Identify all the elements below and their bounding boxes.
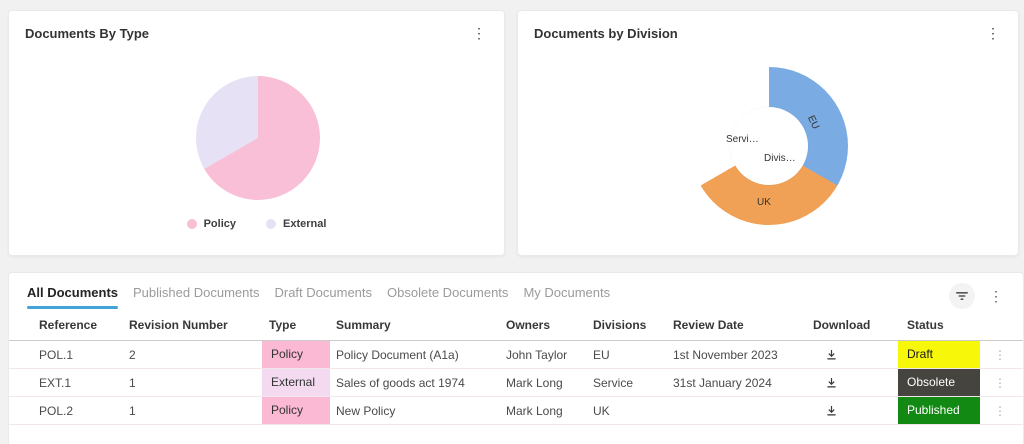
owners-cell: Mark Long: [506, 403, 563, 418]
external-legend-dot-icon: [265, 219, 276, 229]
policy-legend-dot-icon: [186, 219, 197, 229]
documents-by-division-card: Documents by Division ⋮ EU UK Servi… Div…: [517, 10, 1019, 256]
review-date-cell: 31st January 2024: [673, 375, 772, 390]
row-kebab-menu-icon[interactable]: ⋮: [994, 403, 1006, 418]
documents-by-type-card: Documents By Type ⋮ Policy External: [8, 10, 505, 256]
card-title: Documents by Division: [534, 25, 678, 41]
type-badge: Policy: [262, 397, 330, 424]
column-header-review-date[interactable]: Review Date: [673, 318, 744, 332]
download-icon: [827, 349, 836, 359]
documents-table: Reference Revision Number Type Summary O…: [9, 313, 1023, 425]
tab-obsolete-documents[interactable]: Obsolete Documents: [387, 285, 509, 300]
download-button[interactable]: [813, 405, 898, 417]
summary-cell: Sales of goods act 1974: [336, 375, 465, 390]
filter-lines-icon: [956, 292, 968, 300]
row-kebab-menu-icon[interactable]: ⋮: [994, 347, 1006, 362]
table-row[interactable]: POL.2 1 Policy New Policy Mark Long UK P…: [9, 397, 1023, 425]
type-badge: External: [262, 369, 330, 396]
reference-cell: EXT.1: [39, 375, 72, 390]
status-badge: Published: [898, 397, 980, 424]
status-badge: Draft: [898, 341, 980, 368]
download-button[interactable]: [813, 377, 898, 389]
legend-item-policy[interactable]: Policy: [186, 218, 236, 230]
donut-hole: [730, 107, 808, 185]
column-header-divisions[interactable]: Divisions: [593, 318, 647, 332]
card-header: Documents By Type ⋮: [9, 11, 504, 42]
row-kebab-menu-icon[interactable]: ⋮: [994, 375, 1006, 390]
tabs-row: All Documents Published Documents Draft …: [9, 273, 1023, 309]
column-header-summary[interactable]: Summary: [336, 318, 391, 332]
download-icon: [827, 377, 836, 387]
status-badge: Obsolete: [898, 369, 980, 396]
tab-my-documents[interactable]: My Documents: [523, 285, 611, 300]
review-date-cell: 1st November 2023: [673, 347, 778, 362]
type-badge: Policy: [262, 341, 330, 368]
column-header-actions: [980, 320, 1020, 333]
download-button[interactable]: [813, 349, 898, 361]
filter-button[interactable]: [949, 283, 975, 309]
table-row[interactable]: EXT.1 1 External Sales of goods act 1974…: [9, 369, 1023, 397]
pie-legend: Policy External: [9, 218, 504, 230]
summary-cell: New Policy: [336, 403, 396, 418]
owners-cell: John Taylor: [506, 347, 568, 362]
column-header-reference[interactable]: Reference: [39, 318, 98, 332]
kebab-menu-icon[interactable]: ⋮: [989, 287, 1003, 304]
tab-all-documents[interactable]: All Documents: [27, 285, 119, 309]
table-row[interactable]: POL.1 2 Policy Policy Document (A1a) Joh…: [9, 341, 1023, 369]
summary-cell: Policy Document (A1a): [336, 347, 459, 362]
card-header: Documents by Division ⋮: [518, 11, 1018, 42]
kebab-menu-icon[interactable]: ⋮: [472, 25, 486, 41]
donut-label-division-truncated: Divis…: [764, 153, 796, 164]
table-header-row: Reference Revision Number Type Summary O…: [9, 313, 1023, 341]
legend-item-external[interactable]: External: [265, 218, 327, 230]
column-header-status[interactable]: Status: [907, 318, 944, 332]
column-header-type[interactable]: Type: [269, 318, 297, 332]
owners-cell: Mark Long: [506, 375, 563, 390]
revision-cell: 2: [129, 347, 136, 362]
reference-cell: POL.1: [39, 347, 74, 362]
documents-panel: All Documents Published Documents Draft …: [8, 272, 1024, 444]
card-title: Documents By Type: [25, 25, 150, 41]
tab-published-documents[interactable]: Published Documents: [133, 285, 260, 300]
kebab-menu-icon[interactable]: ⋮: [986, 25, 1000, 41]
divisions-cell: UK: [593, 403, 610, 418]
panel-actions: ⋮: [949, 283, 1009, 309]
revision-cell: 1: [129, 375, 136, 390]
tab-draft-documents[interactable]: Draft Documents: [274, 285, 373, 300]
divisions-cell: Service: [593, 375, 634, 390]
documents-by-type-pie-chart[interactable]: [196, 76, 320, 200]
legend-label: Policy: [203, 218, 236, 230]
divisions-cell: EU: [593, 347, 610, 362]
donut-label-service-truncated: Servi…: [726, 134, 759, 145]
download-icon: [827, 405, 836, 415]
column-header-revision-number[interactable]: Revision Number: [129, 318, 228, 332]
donut-label-uk: UK: [757, 197, 771, 208]
reference-cell: POL.2: [39, 403, 74, 418]
column-header-download[interactable]: Download: [813, 318, 871, 332]
revision-cell: 1: [129, 403, 136, 418]
legend-label: External: [282, 218, 327, 230]
column-header-owners[interactable]: Owners: [506, 318, 551, 332]
